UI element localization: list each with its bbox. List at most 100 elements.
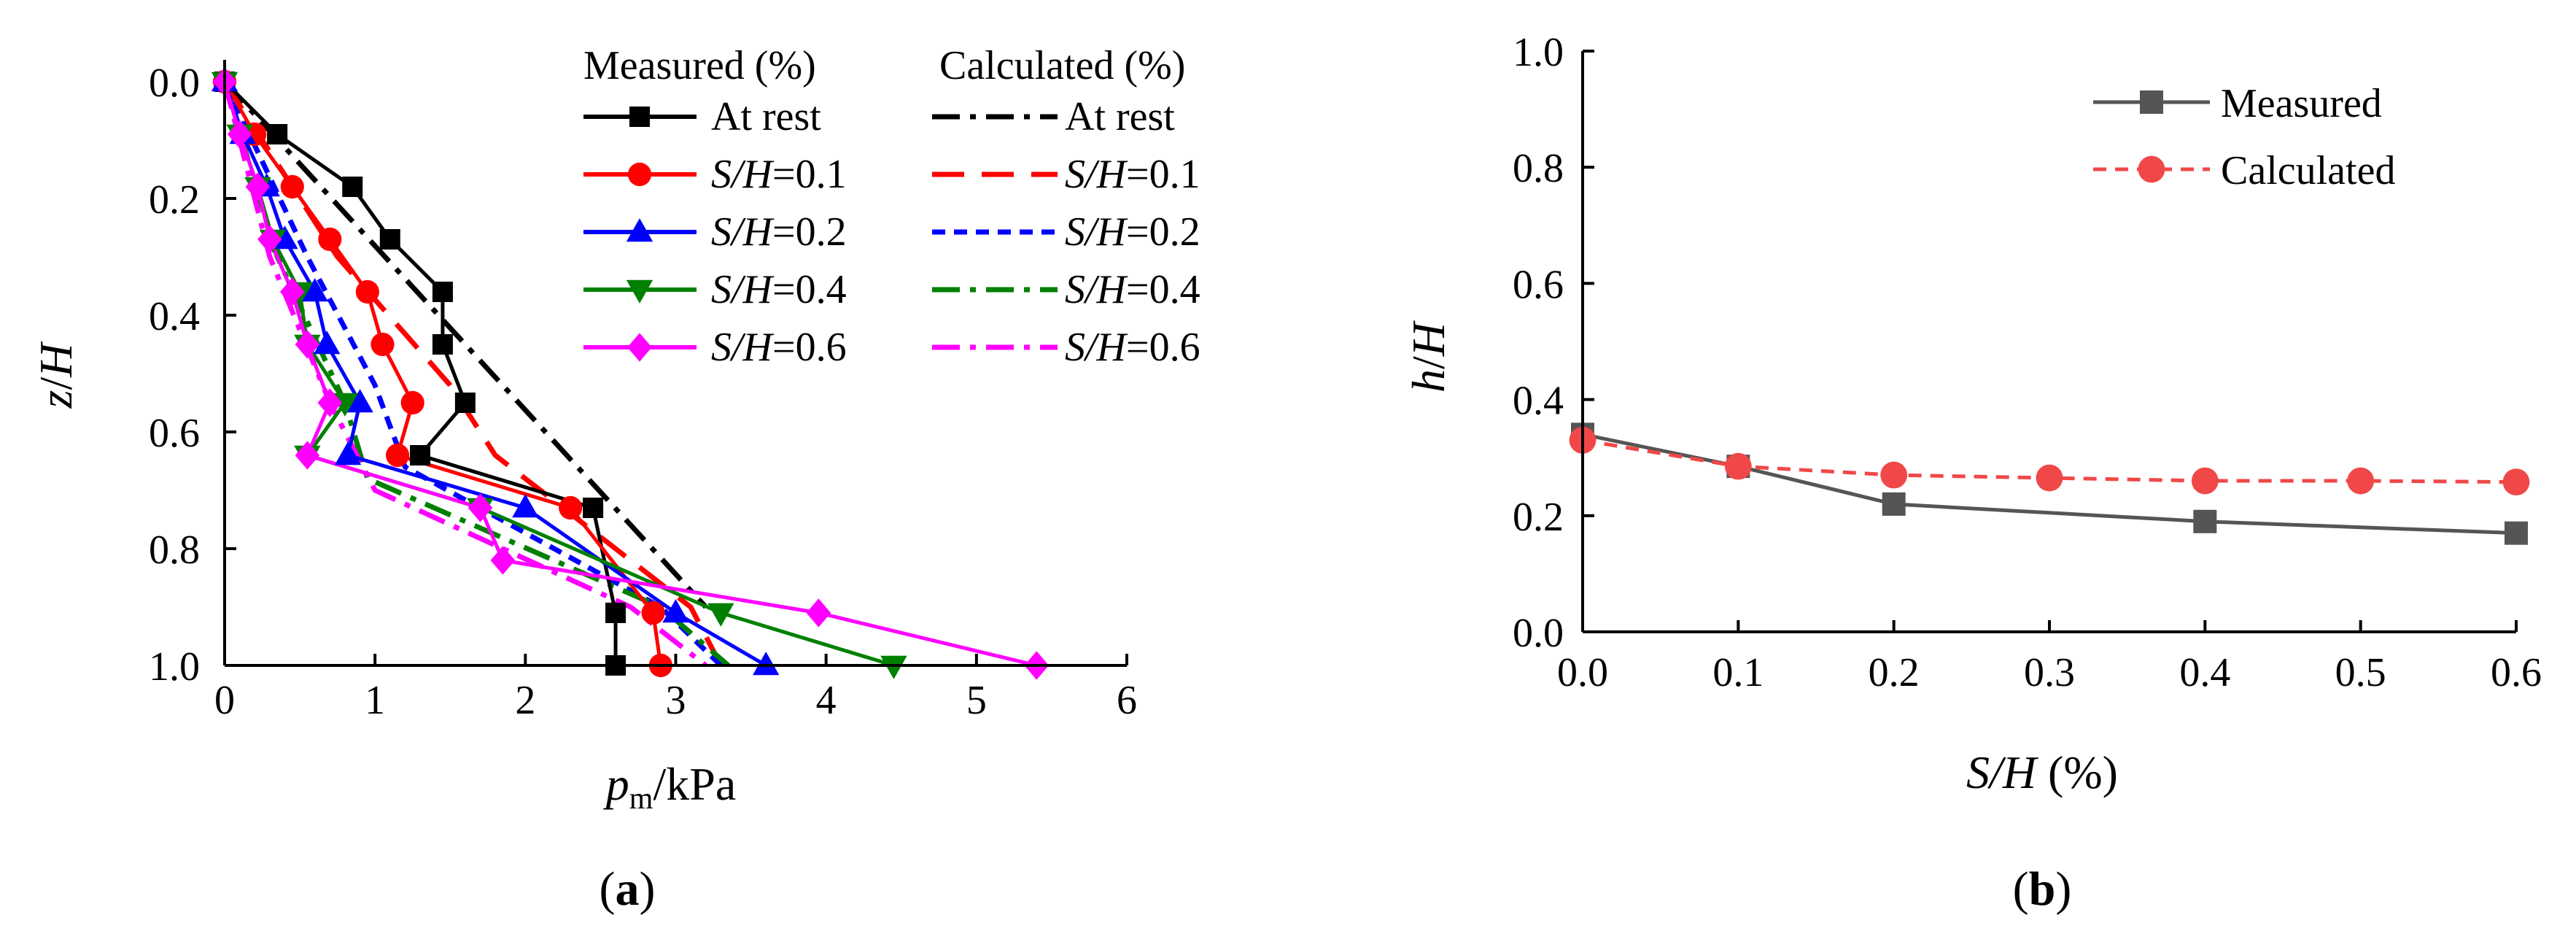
data-point bbox=[400, 390, 424, 415]
legend-label-calculated: At rest bbox=[1065, 94, 1175, 139]
legend-heading-measured: Measured (%) bbox=[583, 43, 816, 88]
data-point bbox=[454, 393, 476, 413]
data-point bbox=[355, 279, 379, 304]
legend-marker bbox=[626, 218, 653, 242]
x-tick-label: 5 bbox=[966, 678, 987, 723]
data-point bbox=[641, 600, 665, 625]
legend-label-measured: S/H=0.4 bbox=[711, 267, 847, 312]
y-tick-label: 0.6 bbox=[1513, 262, 1564, 307]
x-tick-label: 4 bbox=[816, 678, 837, 723]
panel-a-x-ticks: 0 1 2 3 4 5 6 bbox=[214, 654, 1137, 723]
legend-label-calculated: S/H=0.4 bbox=[1065, 267, 1200, 312]
data-point bbox=[410, 445, 431, 465]
data-point bbox=[227, 120, 252, 149]
data-point bbox=[490, 546, 516, 575]
y-tick-label: 0.0 bbox=[149, 61, 200, 106]
data-point bbox=[334, 441, 362, 465]
y-tick-label: 0.8 bbox=[1513, 146, 1564, 191]
data-point bbox=[295, 330, 320, 359]
data-point bbox=[257, 225, 282, 254]
legend-label-measured: S/H=0.6 bbox=[711, 325, 847, 370]
data-point bbox=[280, 174, 304, 199]
data-point bbox=[245, 172, 271, 201]
y-tick-label: 0.6 bbox=[149, 411, 200, 456]
data-point bbox=[662, 599, 689, 623]
panel-a-chart: 0 1 2 3 4 5 6 0.0 0.2 0.4 0.6 0.8 1.0 pm/kPa z/H Me… bbox=[30, 43, 1200, 916]
data-point bbox=[2347, 467, 2375, 495]
legend-marker bbox=[629, 107, 650, 127]
data-point bbox=[346, 389, 373, 413]
data-point bbox=[342, 177, 363, 197]
panel-b-legend: Measured Calculated bbox=[2093, 81, 2395, 193]
x-tick-label: 0.4 bbox=[2179, 650, 2230, 695]
legend-label: Calculated bbox=[2221, 148, 2395, 193]
data-point bbox=[753, 652, 780, 676]
data-point bbox=[379, 229, 400, 250]
data-point bbox=[2505, 521, 2528, 545]
panel-b-x-axis-title: S/H (%) bbox=[1966, 746, 2118, 798]
panel-a-y-ticks: 0.0 0.2 0.4 0.6 0.8 1.0 bbox=[149, 61, 236, 689]
legend-marker bbox=[2140, 90, 2163, 114]
data-point bbox=[512, 494, 539, 518]
x-tick-label: 0.3 bbox=[2024, 650, 2075, 695]
data-point bbox=[806, 598, 831, 627]
legend-label-measured: At rest bbox=[711, 94, 821, 139]
panel-b-x-ticks: 0.0 0.1 0.2 0.3 0.4 0.5 0.6 bbox=[1557, 620, 2542, 695]
legend-marker bbox=[627, 162, 652, 187]
data-point bbox=[2191, 467, 2219, 495]
series-line bbox=[222, 80, 708, 609]
data-point bbox=[2502, 468, 2530, 496]
panel-b-y-axis-title: h/H bbox=[1403, 320, 1454, 393]
y-tick-label: 0.4 bbox=[1513, 379, 1564, 424]
panel-b-chart: 0.0 0.1 0.2 0.3 0.4 0.5 0.6 0.0 0.2 0.4 0.6 0.8 1.0… bbox=[1403, 30, 2542, 916]
data-point bbox=[267, 124, 288, 144]
data-point bbox=[432, 334, 453, 355]
panel-a-label: (a) bbox=[600, 862, 656, 916]
panel-b-y-ticks: 0.0 0.2 0.4 0.6 0.8 1.0 bbox=[1513, 30, 1594, 656]
x-tick-label: 0.6 bbox=[2491, 650, 2542, 695]
legend-heading-calculated: Calculated (%) bbox=[939, 43, 1185, 88]
y-tick-label: 0.2 bbox=[149, 177, 200, 223]
x-tick-label: 0.1 bbox=[1712, 650, 1764, 695]
y-tick-label: 0.0 bbox=[1513, 611, 1564, 656]
y-tick-label: 0.8 bbox=[149, 528, 200, 573]
data-point bbox=[559, 495, 583, 520]
legend-label-measured: S/H=0.1 bbox=[711, 152, 847, 197]
data-point bbox=[1724, 452, 1752, 480]
data-point bbox=[318, 227, 342, 252]
data-point bbox=[583, 498, 604, 518]
data-point bbox=[432, 282, 453, 302]
x-tick-label: 3 bbox=[666, 678, 686, 723]
data-point bbox=[880, 655, 907, 679]
data-point bbox=[1880, 461, 1908, 489]
panel-b-label: (b) bbox=[2013, 862, 2072, 916]
x-tick-label: 0.2 bbox=[1869, 650, 1920, 695]
legend-marker bbox=[2138, 155, 2165, 183]
y-tick-label: 1.0 bbox=[1513, 30, 1564, 75]
data-point bbox=[371, 332, 395, 357]
legend-label: Measured bbox=[2221, 81, 2382, 126]
data-point bbox=[313, 331, 341, 355]
data-point bbox=[2193, 509, 2217, 533]
data-point bbox=[301, 278, 328, 302]
x-tick-label: 2 bbox=[515, 678, 535, 723]
data-point bbox=[295, 441, 320, 470]
series-line bbox=[222, 81, 707, 668]
legend-marker bbox=[626, 279, 653, 304]
legend-label-calculated: S/H=0.2 bbox=[1065, 209, 1200, 255]
data-point bbox=[707, 603, 734, 627]
y-tick-label: 1.0 bbox=[149, 644, 200, 689]
data-point bbox=[2036, 464, 2063, 492]
data-point bbox=[317, 388, 343, 417]
data-point bbox=[279, 277, 305, 306]
legend-label-calculated: S/H=0.6 bbox=[1065, 325, 1200, 370]
legend-marker bbox=[627, 333, 652, 362]
panel-a-y-axis-title: z/H bbox=[30, 341, 82, 409]
y-tick-label: 0.4 bbox=[149, 294, 200, 339]
data-point bbox=[468, 493, 493, 522]
data-point bbox=[1882, 492, 1906, 516]
data-point bbox=[605, 603, 626, 623]
y-tick-label: 0.2 bbox=[1513, 495, 1564, 540]
x-tick-label: 1 bbox=[365, 678, 385, 723]
